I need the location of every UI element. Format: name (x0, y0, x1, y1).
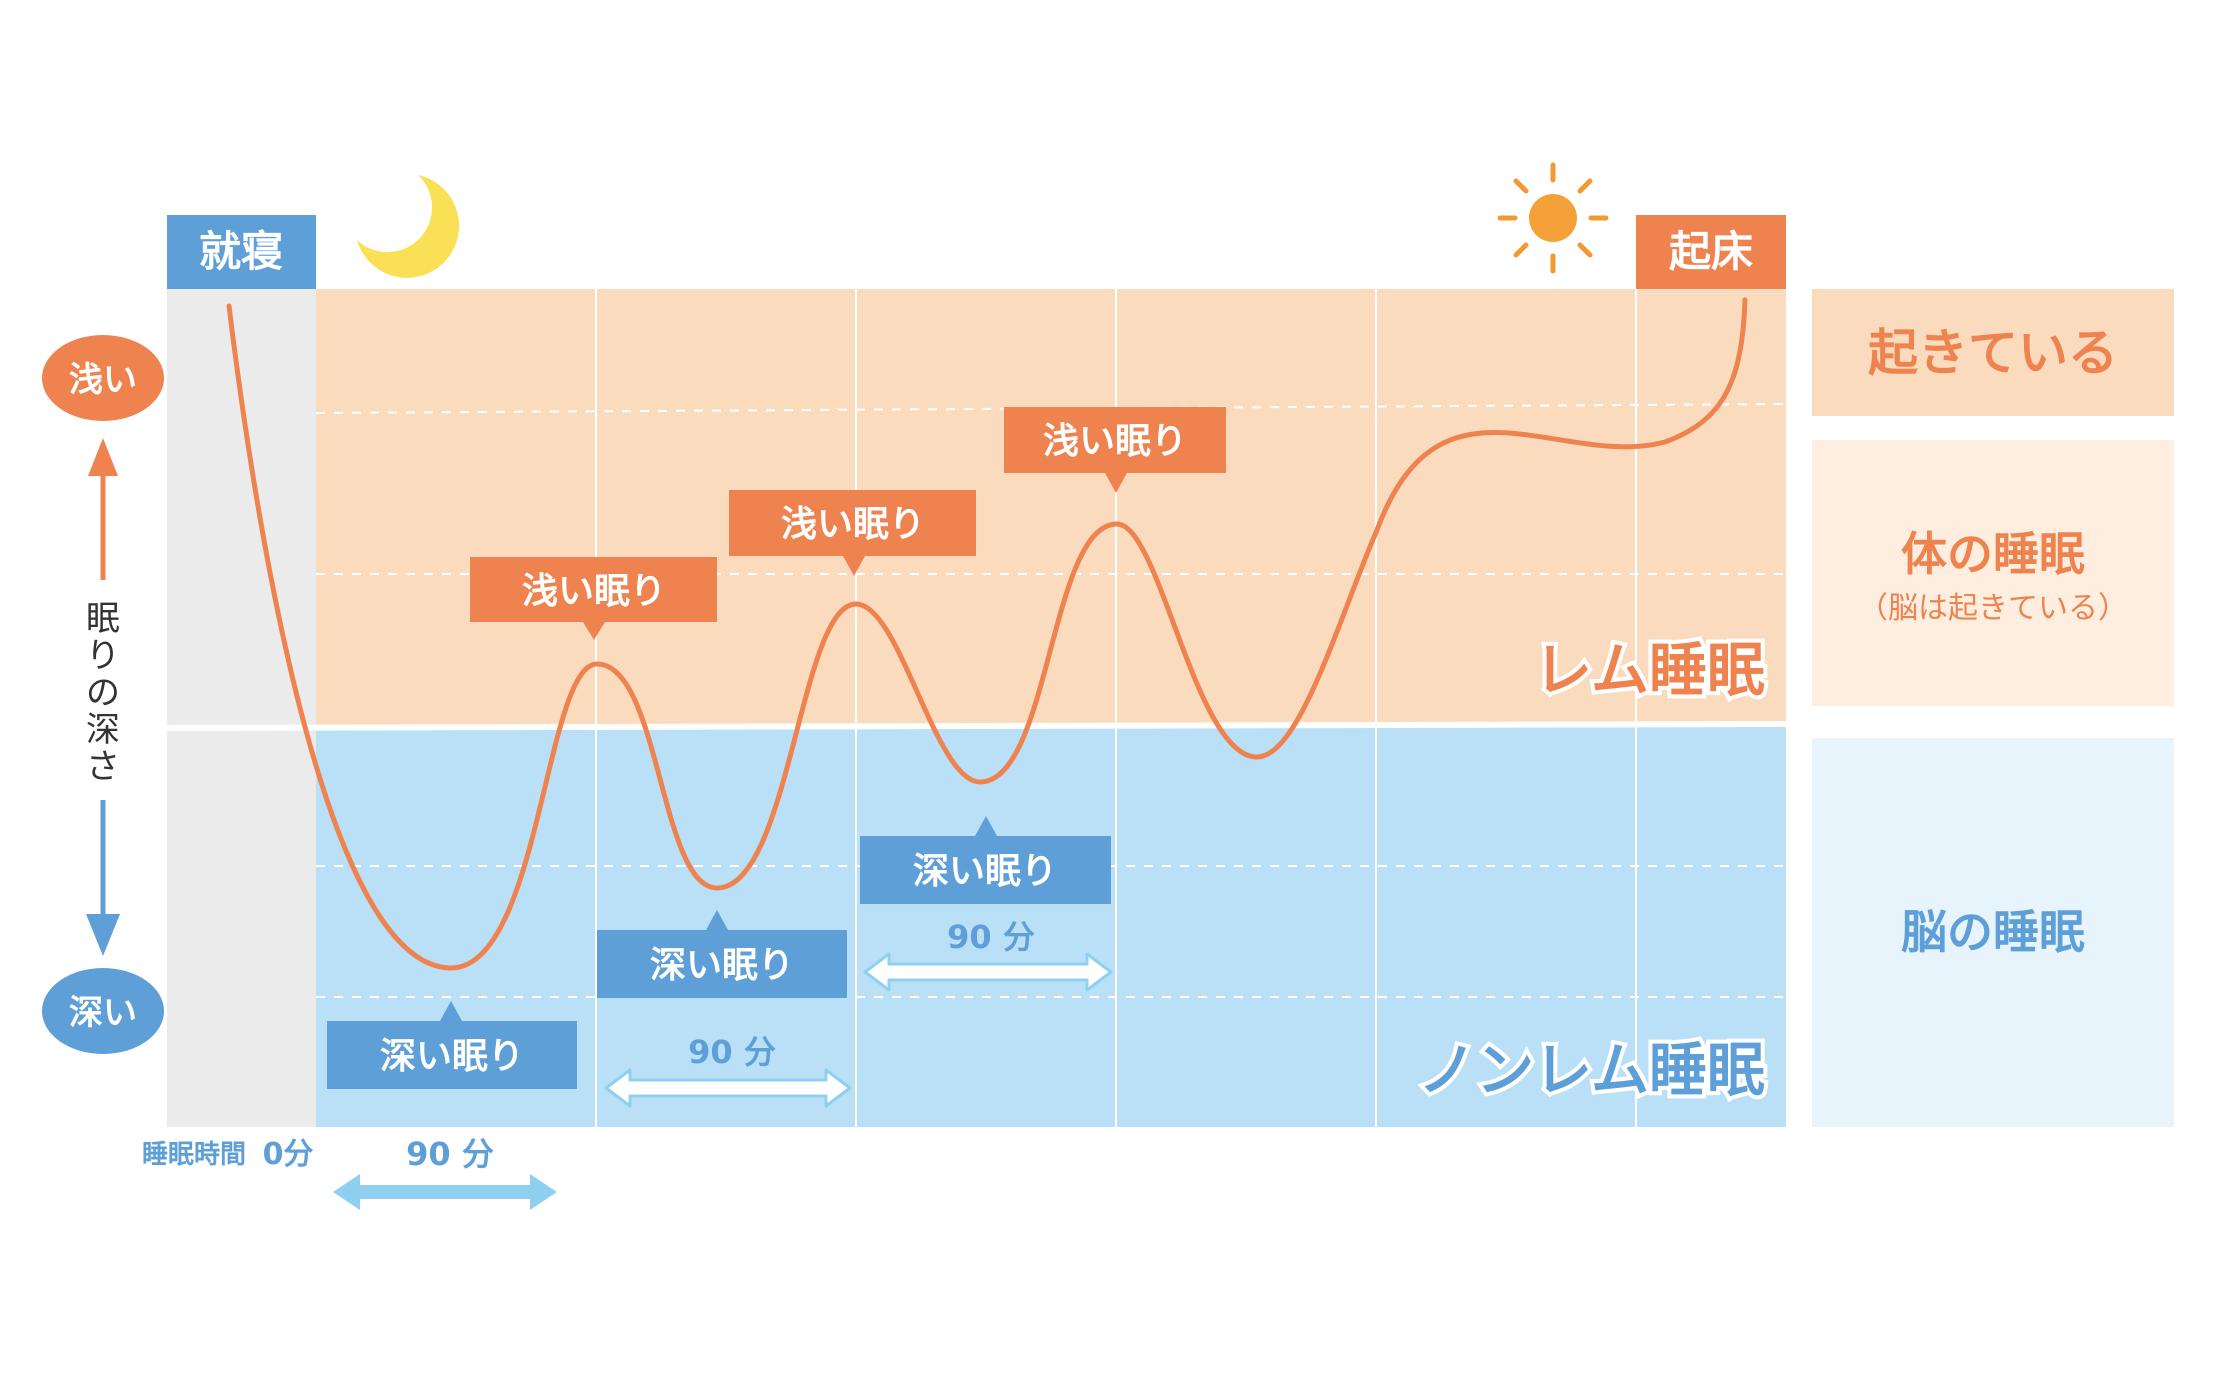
up-arrow-icon (88, 438, 118, 580)
legend-body-sleep-sub: （脳は起きている） (1858, 591, 2128, 626)
shallow-sleep-text: 浅い眠り (1043, 421, 1187, 462)
wakeup-badge (1636, 215, 1786, 289)
deep-sleep-text: 深い眠り (650, 945, 794, 986)
depth-label-char: の (86, 673, 120, 713)
cycle-arrow: 90 分 (863, 918, 1113, 992)
moon-icon (357, 175, 460, 278)
bedtime-badge (167, 215, 316, 289)
deep-sleep-text: 深い眠り (913, 851, 1057, 892)
cycle-arrow: 90 分 (604, 1033, 852, 1108)
depth-label: 眠 り の 深 さ (86, 599, 120, 787)
bedtime-label: 就寝 (199, 227, 283, 276)
sleep-depth-curve (226, 297, 1748, 971)
down-arrow-icon (86, 800, 120, 956)
shallow-sleep-text: 浅い眠り (522, 571, 666, 612)
legend-awake-label: 起きている (1868, 324, 2118, 382)
legend-body-sleep-label: 体の睡眠 (1901, 527, 2085, 581)
cycle-label: 90 分 (688, 1033, 776, 1071)
shallow-sleep-tag: 浅い眠り (729, 490, 976, 576)
deep-sleep-tag: 深い眠り (597, 910, 847, 998)
double-arrow-icon (863, 952, 1113, 992)
depth-label-char: 眠 (86, 599, 120, 639)
deep-sleep-text: 深い眠り (380, 1036, 524, 1077)
sun-icon (1497, 162, 1609, 274)
shallow-label: 浅い (69, 360, 137, 400)
deep-sleep-tag: 深い眠り (327, 1001, 577, 1089)
shallow-sleep-tag: 浅い眠り (470, 557, 717, 640)
deep-badge (42, 968, 164, 1054)
wakeup-label: 起床 (1669, 227, 1753, 276)
shallow-sleep-text: 浅い眠り (781, 504, 925, 545)
cycle-label: 90 分 (406, 1135, 494, 1173)
double-arrow-icon (604, 1068, 852, 1108)
shallow-badge (42, 335, 164, 421)
legend-body-sleep-box (1812, 440, 2174, 706)
rem-zone-title: レム睡眠 (1534, 636, 1765, 704)
horizontal-grid (315, 403, 1787, 998)
depth-label-char: り (86, 636, 120, 676)
cycle-label: 90 分 (947, 918, 1035, 956)
legend-awake-box (1812, 289, 2174, 416)
deep-sleep-tag: 深い眠り (860, 816, 1111, 904)
time-axis-label: 睡眠時間 (142, 1140, 246, 1170)
time-zero-label: 0分 (263, 1137, 314, 1172)
cycle-arrow: 90 分 (333, 1135, 557, 1210)
nonrem-zone-title: ノンレム睡眠 (1418, 1036, 1765, 1104)
legend-brain-sleep-label: 脳の睡眠 (1901, 905, 2085, 959)
zone-divider (166, 721, 1787, 731)
depth-label-char: 深 (86, 710, 120, 750)
pre-sleep-column (167, 289, 316, 1127)
deep-label: 深い (69, 993, 137, 1033)
depth-label-char: さ (86, 747, 120, 787)
double-arrow-icon (333, 1174, 557, 1210)
legend-brain-sleep-box (1812, 738, 2174, 1127)
shallow-sleep-tag: 浅い眠り (1004, 407, 1226, 493)
